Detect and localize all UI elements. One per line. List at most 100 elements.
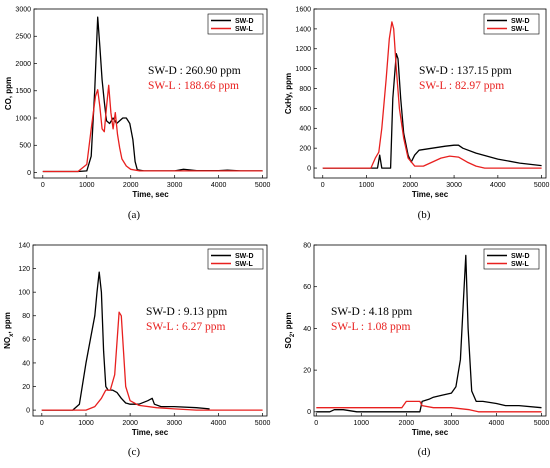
x-axis-label: Time, sec: [412, 190, 449, 199]
x-tick-label: 3000: [444, 420, 460, 427]
legend: SW-DSW-L: [207, 13, 264, 35]
series-line-sw-d: [42, 16, 263, 173]
panel-caption: (a): [128, 209, 141, 221]
series-line-sw-d: [41, 271, 210, 411]
y-tick-label: 100: [18, 290, 30, 297]
y-tick-label: 0: [307, 165, 311, 172]
legend-label-sw-l: SW-L: [511, 26, 529, 33]
chart-panel-b: 0 1000 2000 3000 4000 5000 0 200 400 600 800 1000 12…: [284, 6, 550, 221]
y-tick-label: 200: [299, 146, 311, 153]
x-axis-label: Time, sec: [132, 190, 169, 199]
x-tick-label: 4000: [211, 420, 227, 427]
panel-caption: (c): [128, 446, 141, 458]
y-tick-label: 40: [303, 326, 311, 333]
y-tick-label: 140: [18, 242, 30, 249]
y-tick-label: 0: [27, 170, 31, 177]
x-tick-label: 2000: [122, 420, 138, 427]
y-tick-label: 3000: [15, 6, 31, 13]
x-tick-label: 5000: [534, 182, 550, 189]
y-tick-label: 60: [22, 337, 30, 344]
y-tick-label: 400: [299, 126, 311, 133]
x-tick-label: 5000: [255, 182, 271, 189]
y-tick-label: 80: [22, 313, 30, 320]
x-tick-label: 3000: [166, 420, 182, 427]
y-tick-label: 40: [22, 360, 30, 367]
y-axis-label: NOx, ppm: [3, 312, 15, 349]
x-axis-label: Time, sec: [412, 428, 449, 437]
x-tick-label: 3000: [167, 182, 183, 189]
y-tick-label: 20: [22, 384, 30, 391]
x-axis-label: Time, sec: [132, 428, 169, 437]
panel-caption: (b): [418, 209, 431, 221]
series-line-sw-d: [316, 254, 542, 413]
y-axis-label: CxHy, ppm: [284, 73, 293, 114]
y-tick-label: 80: [303, 242, 311, 249]
x-tick-label: 2000: [403, 182, 419, 189]
y-tick-label: 2500: [15, 34, 31, 41]
panel-caption: (d): [418, 446, 431, 458]
y-tick-label: 800: [299, 86, 311, 93]
annotation-sw-d: SW-D : 9.13 ppm: [146, 306, 227, 318]
legend-label-sw-l: SW-L: [235, 261, 253, 268]
x-tick-label: 0: [41, 182, 45, 189]
annotation-sw-l: SW-L : 6.27 ppm: [146, 321, 225, 333]
x-tick-label: 1000: [354, 420, 370, 427]
plot-frame: [313, 8, 547, 179]
annotation-sw-d: SW-D : 260.90 ppm: [148, 65, 241, 77]
y-tick-label: 20: [303, 368, 311, 375]
series-line-sw-l: [322, 21, 542, 169]
x-tick-label: 5000: [255, 420, 271, 427]
series-line-sw-l: [316, 400, 542, 413]
legend: SW-DSW-L: [483, 248, 540, 270]
y-tick-label: 120: [18, 266, 30, 273]
legend-label-sw-d: SW-D: [511, 253, 530, 260]
y-tick-label: 500: [19, 143, 31, 150]
x-tick-label: 3000: [446, 182, 462, 189]
y-tick-label: 600: [299, 106, 311, 113]
plot-frame: [313, 244, 547, 417]
x-tick-label: 0: [40, 420, 44, 427]
y-axis-label: CO, ppm: [4, 77, 13, 110]
y-axis-label: SO2, ppm: [284, 312, 296, 348]
x-tick-label: 0: [314, 420, 318, 427]
annotation-sw-d: SW-D : 4.18 ppm: [331, 306, 412, 318]
chart-panel-d: 0 1000 2000 3000 4000 5000 0 20 40 60 80 Time, sec S…: [284, 242, 549, 458]
chart-panel-a: 0 1000 2000 3000 4000 5000 0 500 1000 1500 2000 250…: [4, 6, 270, 221]
legend: SW-DSW-L: [207, 248, 264, 270]
legend: SW-DSW-L: [483, 13, 540, 35]
annotation-sw-l: SW-L : 188.66 ppm: [148, 80, 239, 92]
x-tick-label: 1000: [79, 182, 95, 189]
legend-label-sw-d: SW-D: [235, 18, 254, 25]
y-tick-label: 0: [307, 409, 311, 416]
x-tick-label: 5000: [534, 420, 550, 427]
legend-label-sw-l: SW-L: [511, 261, 529, 268]
y-tick-label: 1500: [15, 88, 31, 95]
y-tick-label: 1600: [295, 6, 311, 13]
y-tick-label: 60: [303, 284, 311, 291]
annotation-sw-d: SW-D : 137.15 ppm: [419, 65, 512, 77]
x-tick-label: 2000: [123, 182, 139, 189]
y-tick-label: 1400: [295, 26, 311, 33]
x-tick-label: 2000: [399, 420, 415, 427]
plot-frame: [33, 8, 268, 179]
plot-frame: [32, 244, 268, 417]
x-tick-label: 1000: [359, 182, 375, 189]
legend-label-sw-d: SW-D: [235, 253, 254, 260]
annotation-sw-l: SW-L : 1.08 ppm: [331, 321, 410, 333]
x-tick-label: 1000: [78, 420, 94, 427]
y-tick-label: 0: [26, 408, 30, 415]
y-tick-label: 2000: [15, 61, 31, 68]
x-tick-label: 4000: [489, 420, 505, 427]
y-tick-label: 1200: [295, 46, 311, 53]
legend-label-sw-d: SW-D: [511, 18, 530, 25]
legend-label-sw-l: SW-L: [235, 26, 253, 33]
x-tick-label: 0: [321, 182, 325, 189]
x-tick-label: 4000: [211, 182, 227, 189]
x-tick-label: 4000: [490, 182, 506, 189]
y-tick-label: 1000: [15, 115, 31, 122]
annotation-sw-l: SW-L : 82.97 ppm: [419, 80, 504, 92]
series-line-sw-l: [41, 311, 263, 411]
series-line-sw-l: [42, 84, 263, 173]
y-tick-label: 1000: [295, 66, 311, 73]
